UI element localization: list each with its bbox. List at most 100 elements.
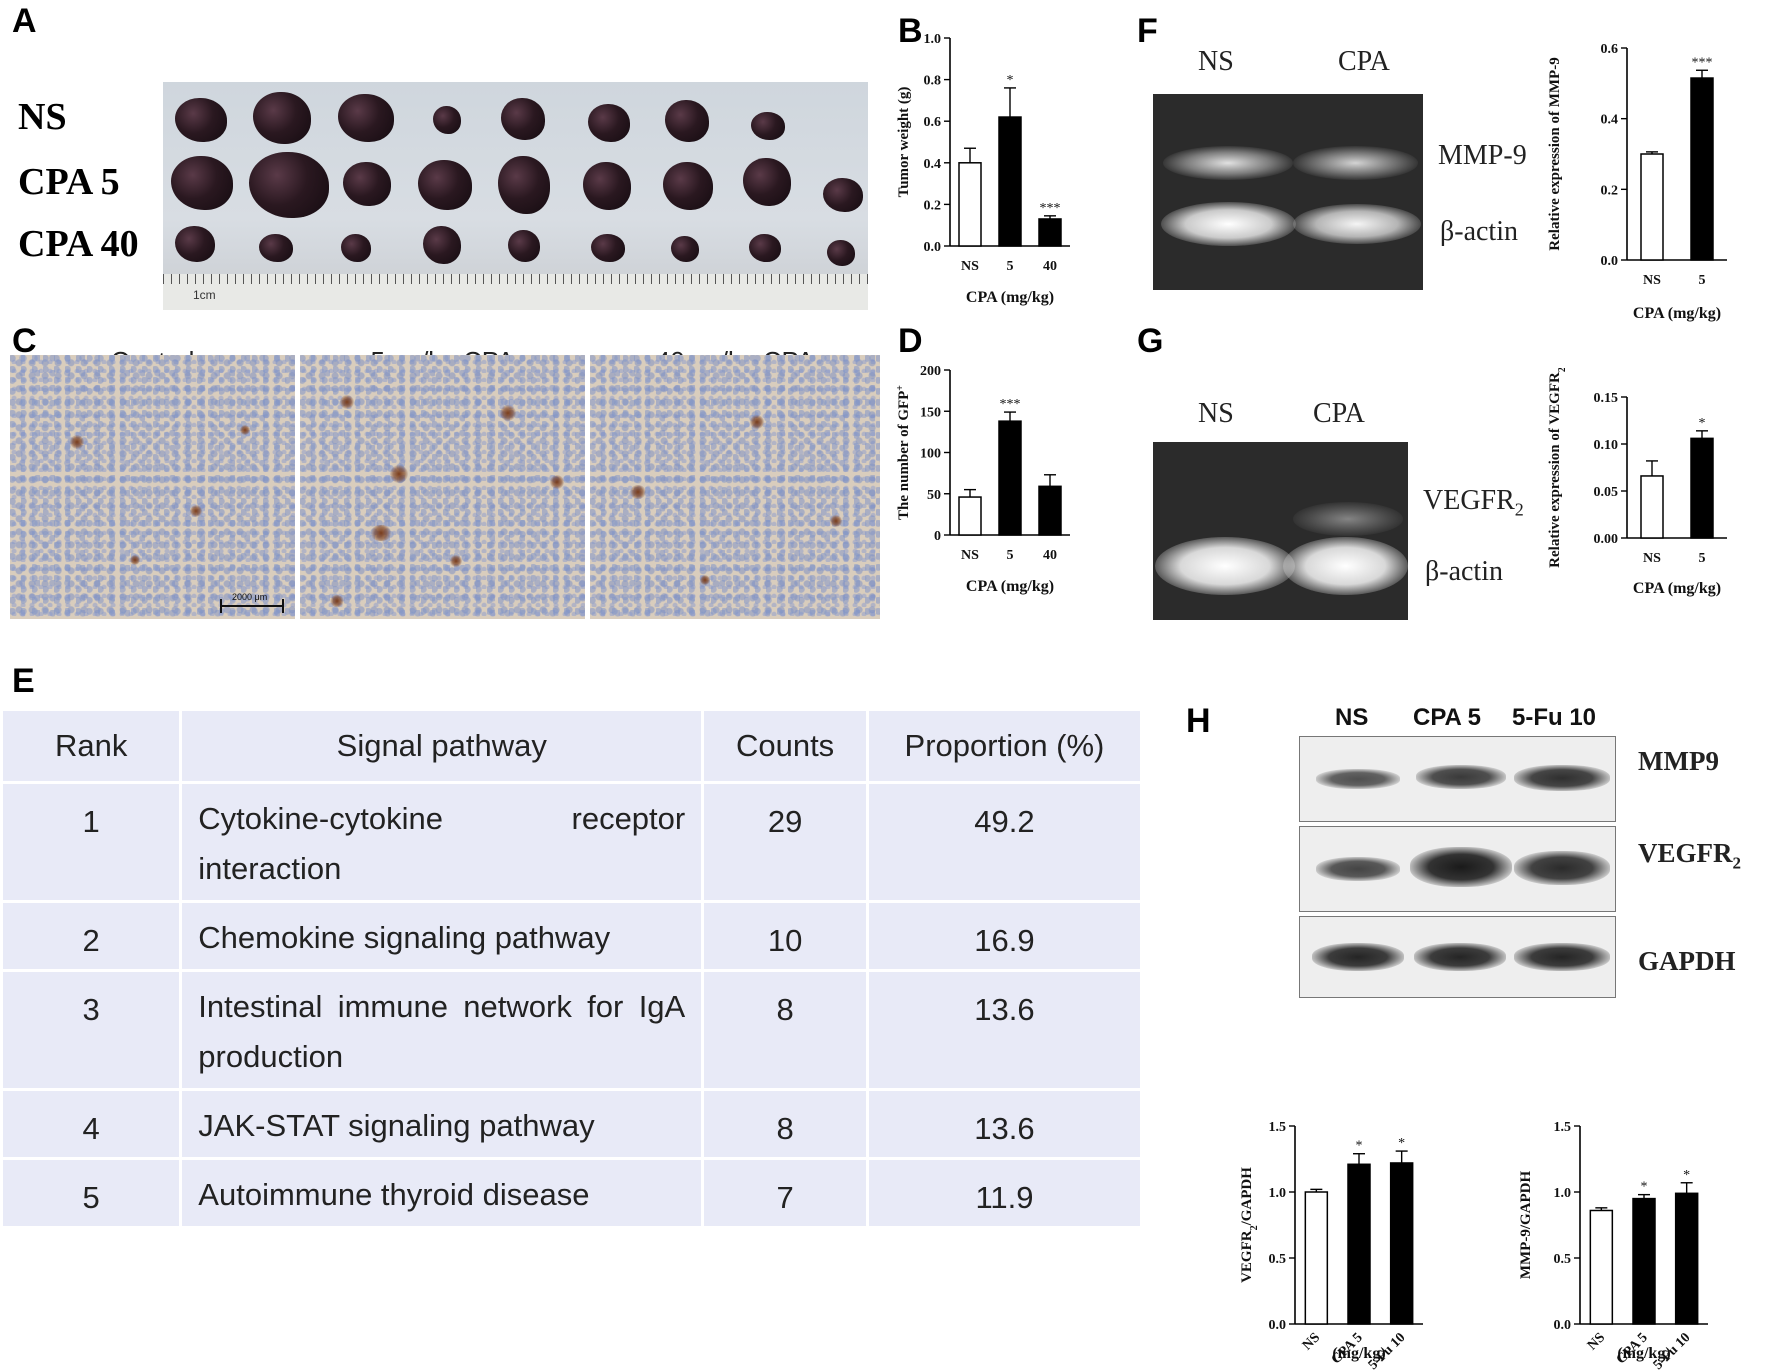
tumor <box>249 152 329 218</box>
stain-spot <box>240 425 250 435</box>
y-axis-label: MMP-9/GAPDH <box>1518 1171 1534 1280</box>
panel-label-g: G <box>1137 322 1164 360</box>
bar <box>1038 485 1062 536</box>
wb-strip-mmp9 <box>1299 736 1616 822</box>
x-tick-label: 5 <box>1699 273 1706 288</box>
stain-spot <box>70 435 84 449</box>
wb-strip-gapdh <box>1299 916 1616 998</box>
rank-cell: 3 <box>3 972 180 1088</box>
x-tick-label: 5 <box>1007 548 1014 563</box>
tumor <box>175 98 227 142</box>
ruler: 1cm <box>163 274 868 310</box>
tumor <box>743 158 791 206</box>
table-header: Proportion (%) <box>868 711 1140 781</box>
y-tick-label: 0.00 <box>1594 532 1619 547</box>
x-axis-label: (mg/kg) <box>1332 1345 1385 1362</box>
pathway-cell: Autoimmune thyroid disease <box>182 1160 702 1226</box>
gel-g-lane-cpa: CPA <box>1313 398 1365 429</box>
wb-lane-cpa5: CPA 5 <box>1413 704 1482 731</box>
significance-mark: * <box>1356 1139 1363 1154</box>
rank-cell: 5 <box>3 1160 180 1226</box>
tumor <box>501 98 545 140</box>
row-label-cpa5: CPA 5 <box>18 161 120 203</box>
tumor <box>508 230 540 262</box>
y-tick-label: 0.0 <box>1269 1318 1287 1333</box>
chart-mmp9-expression: 0.0 0.2 0.4 0.6 NS *** 5 CPA (mg/kg) Relative ex… <box>1547 42 1727 322</box>
y-tick-label: 0.8 <box>924 74 942 89</box>
stain-spot <box>340 395 354 409</box>
gel-f-lane-cpa: CPA <box>1338 46 1390 77</box>
gel-g-band-vegfr2: VEGFR2 <box>1423 485 1524 520</box>
x-tick-label: NS <box>1300 1330 1323 1353</box>
x-axis-label: CPA (mg/kg) <box>1633 580 1721 597</box>
y-tick-label: 150 <box>920 405 941 420</box>
table-row: 5 Autoimmune thyroid disease 7 11.9 <box>3 1160 1140 1226</box>
table-row: 1 Cytokine-cytokine receptor interaction… <box>3 784 1140 900</box>
tumor <box>341 234 371 262</box>
y-tick-label: 1.5 <box>1269 1120 1287 1135</box>
y-tick-label: 1.0 <box>924 32 942 47</box>
tumor <box>749 234 781 262</box>
proportion-cell: 13.6 <box>868 972 1140 1088</box>
stain-spot <box>700 575 710 585</box>
y-tick-label: 0.2 <box>1601 183 1619 198</box>
panel-label-h: H <box>1186 702 1211 740</box>
chart-gfp-count: 0 50 100 150 200 NS *** 5 40 CPA (mg/kg) The numbe… <box>895 364 1070 595</box>
bar <box>998 420 1022 536</box>
ihc-image-5mg <box>300 355 585 619</box>
ruler-text: 1cm <box>193 288 216 302</box>
band-mmp9-ns <box>1163 146 1293 180</box>
rank-cell: 4 <box>3 1091 180 1157</box>
y-tick-label: 1.5 <box>1554 1120 1572 1135</box>
x-tick-label: 5 <box>1007 259 1014 274</box>
band-vegfr2-cpa <box>1293 502 1403 536</box>
gel-f <box>1153 94 1423 290</box>
wb-label-gapdh: GAPDH <box>1638 946 1736 976</box>
x-tick-label: 5 <box>1699 551 1706 566</box>
wb-band <box>1514 943 1610 971</box>
tumor <box>751 112 785 140</box>
wb-band <box>1514 765 1610 791</box>
gel-f-band-actin: β-actin <box>1440 216 1518 247</box>
gel-g-lane-ns: NS <box>1198 398 1234 429</box>
pathway-cell: JAK-STAT signaling pathway <box>182 1091 702 1157</box>
significance-mark: * <box>1007 73 1014 88</box>
y-axis-label: Relative expression of MMP-9 <box>1547 57 1563 250</box>
tumor <box>175 226 215 262</box>
y-tick-label: 0.6 <box>924 115 942 130</box>
stain-spot <box>450 555 462 567</box>
tumor <box>253 92 311 144</box>
y-tick-label: 100 <box>920 447 941 462</box>
tumor <box>665 100 709 142</box>
bar <box>1690 77 1714 261</box>
x-tick-label: 40 <box>1043 548 1057 563</box>
bar <box>1589 1209 1614 1325</box>
y-tick-label: 1.0 <box>1269 1186 1287 1201</box>
tumor <box>671 236 699 262</box>
y-tick-label: 0.15 <box>1594 391 1619 406</box>
chart-tumor-weight: 0.0 0.2 0.4 0.6 0.8 1.0 NS * 5 *** 40 CPA (mg/kg) Tu… <box>896 32 1070 306</box>
counts-cell: 10 <box>704 903 866 969</box>
x-axis-label: CPA (mg/kg) <box>1633 305 1721 322</box>
bar <box>1304 1191 1329 1325</box>
pathway-cell: Chemokine signaling pathway <box>182 903 702 969</box>
stain-spot <box>630 485 646 499</box>
bar <box>1347 1163 1371 1325</box>
bar <box>1640 153 1664 261</box>
tumor <box>418 160 472 210</box>
table-row: 3 Intestinal immune network for IgA prod… <box>3 972 1140 1088</box>
y-tick-label: 0.05 <box>1594 485 1619 500</box>
y-axis-label: Relative expression of VEGFR2 <box>1547 368 1568 568</box>
y-tick-label: 0.4 <box>924 157 942 172</box>
table-row: 2 Chemokine signaling pathway 10 16.9 <box>3 903 1140 969</box>
bar <box>1640 475 1664 539</box>
x-axis-label: CPA (mg/kg) <box>966 289 1054 306</box>
stain-spot <box>130 555 140 565</box>
y-tick-label: 50 <box>927 488 941 503</box>
tumor <box>259 234 293 262</box>
stain-spot <box>500 405 516 421</box>
y-tick-label: 0.6 <box>1601 42 1619 57</box>
tumor-photo: 1cm <box>163 82 868 310</box>
chart-mmp9-gapdh: 0.00.51.01.5NS*CPA 5*5-Fu 10(mg/kg)MMP-9… <box>1518 1120 1708 1372</box>
wb-band <box>1416 765 1506 789</box>
